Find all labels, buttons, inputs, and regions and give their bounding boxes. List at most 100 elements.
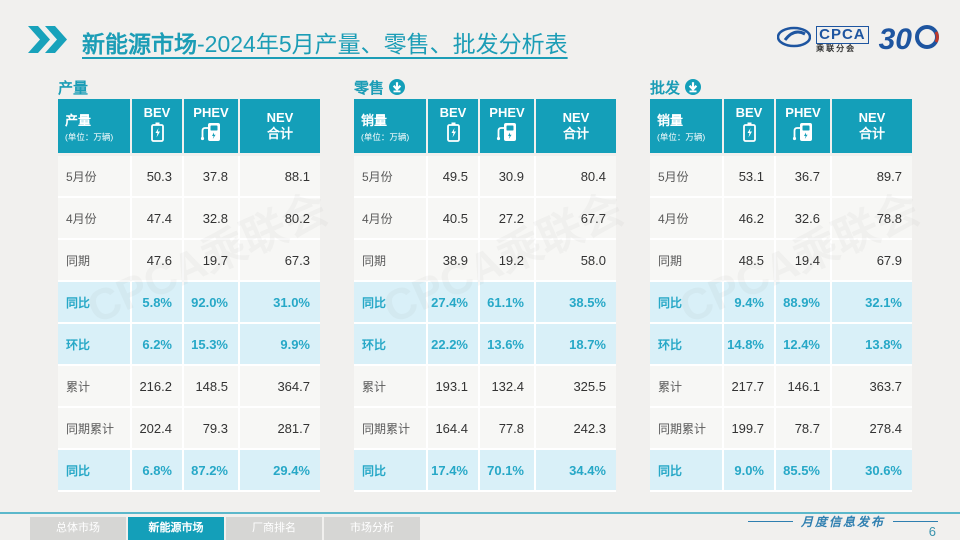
row-label: 4月份 [58, 198, 132, 240]
cell-value: 92.0% [184, 282, 240, 324]
table-row: 5月份 49.5 30.9 80.4 [354, 156, 616, 198]
cell-value: 12.4% [776, 324, 832, 366]
slide-header: 新能源市场-2024年5月产量、零售、批发分析表 [28, 20, 780, 64]
cell-value: 58.0 [536, 240, 616, 282]
cell-value: 27.2 [480, 198, 536, 240]
battery-icon [150, 122, 164, 147]
tab-总体市场[interactable]: 总体市场 [30, 517, 126, 540]
cell-value: 40.5 [428, 198, 480, 240]
corner-label: 产量 [65, 112, 92, 128]
col-header-nev: NEV 合计 [536, 99, 616, 156]
cell-value: 80.4 [536, 156, 616, 198]
row-label: 5月份 [354, 156, 428, 198]
charger-icon [200, 122, 222, 147]
bottom-tab-bar: 总体市场 新能源市场 厂商排名 市场分析 [30, 517, 420, 540]
table-row: 同比 9.4% 88.9% 32.1% [650, 282, 912, 324]
charger-icon [496, 122, 518, 147]
cell-value: 9.4% [724, 282, 776, 324]
cell-value: 22.2% [428, 324, 480, 366]
dash-left [748, 521, 793, 522]
cell-value: 9.9% [240, 324, 320, 366]
page-title: 新能源市场-2024年5月产量、零售、批发分析表 [82, 25, 568, 59]
cell-value: 37.8 [184, 156, 240, 198]
col-header-bev: BEV [132, 99, 184, 156]
col-phev-label: PHEV [193, 105, 229, 120]
col-nev-label: NEV 合计 [562, 109, 590, 141]
download-arrow-icon [389, 79, 406, 95]
corner-label: 销量 [361, 112, 388, 128]
cell-value: 281.7 [240, 408, 320, 450]
cell-value: 14.8% [724, 324, 776, 366]
cell-value: 36.7 [776, 156, 832, 198]
cell-value: 70.1% [480, 450, 536, 492]
cell-value: 89.7 [832, 156, 912, 198]
row-label: 同期 [58, 240, 132, 282]
table-row: 环比 22.2% 13.6% 18.7% [354, 324, 616, 366]
cell-value: 88.1 [240, 156, 320, 198]
page-title-rest: -2024年5月产量、零售、批发分析表 [197, 31, 568, 57]
table-row: 4月份 46.2 32.6 78.8 [650, 198, 912, 240]
table-row: 同比 9.0% 85.5% 30.6% [650, 450, 912, 492]
cell-value: 6.8% [132, 450, 184, 492]
table-panel: CPCA乘联会 产量 产量 (单位：万辆) [58, 76, 335, 492]
row-label: 累计 [650, 366, 724, 408]
tab-新能源市场[interactable]: 新能源市场 [128, 517, 224, 540]
row-label: 4月份 [354, 198, 428, 240]
cell-value: 77.8 [480, 408, 536, 450]
cell-value: 132.4 [480, 366, 536, 408]
dash-right [893, 521, 939, 522]
data-table: 产量 (单位：万辆) BEV [58, 99, 320, 492]
corner-header-cell: 销量 (单位：万辆) [354, 99, 428, 156]
col-header-phev: PHEV [480, 99, 536, 156]
cell-value: 31.0% [240, 282, 320, 324]
cpca-logo: CPCA 乘联分会 [776, 25, 869, 53]
table-row: 环比 14.8% 12.4% 13.8% [650, 324, 912, 366]
cell-value: 216.2 [132, 366, 184, 408]
col-header-nev: NEV 合计 [832, 99, 912, 156]
charger-icon [792, 122, 814, 147]
cell-value: 6.2% [132, 324, 184, 366]
cell-value: 13.6% [480, 324, 536, 366]
row-label: 环比 [58, 324, 132, 366]
col-phev-label: PHEV [785, 105, 821, 120]
cell-value: 48.5 [724, 240, 776, 282]
col-header-bev: BEV [724, 99, 776, 156]
col-header-nev: NEV 合计 [240, 99, 320, 156]
corner-label: 销量 [657, 112, 684, 128]
double-chevron-icon [28, 26, 72, 58]
row-label: 同比 [58, 282, 132, 324]
table-row: 4月份 40.5 27.2 67.7 [354, 198, 616, 240]
cell-value: 80.2 [240, 198, 320, 240]
page-number: 6 [928, 524, 936, 539]
table-row: 同期累计 164.4 77.8 242.3 [354, 408, 616, 450]
cell-value: 202.4 [132, 408, 184, 450]
cell-value: 34.4% [536, 450, 616, 492]
table-row: 累计 216.2 148.5 364.7 [58, 366, 320, 408]
col-bev-label: BEV [439, 105, 467, 120]
tab-厂商排名[interactable]: 厂商排名 [226, 517, 322, 540]
cell-value: 29.4% [240, 450, 320, 492]
table-row: 同比 5.8% 92.0% 31.0% [58, 282, 320, 324]
cell-value: 47.6 [132, 240, 184, 282]
cell-value: 217.7 [724, 366, 776, 408]
cell-value: 79.3 [184, 408, 240, 450]
cell-value: 49.5 [428, 156, 480, 198]
table-row: 同期累计 199.7 78.7 278.4 [650, 408, 912, 450]
col-phev-label: PHEV [489, 105, 525, 120]
cell-value: 85.5% [776, 450, 832, 492]
tables-region: CPCA乘联会 产量 产量 (单位：万辆) [58, 76, 927, 492]
tab-市场分析[interactable]: 市场分析 [324, 517, 420, 540]
table-row: 4月份 47.4 32.8 80.2 [58, 198, 320, 240]
cell-value: 30.6% [832, 450, 912, 492]
cell-value: 30.9 [480, 156, 536, 198]
footer-divider-line [0, 512, 960, 514]
row-label: 环比 [650, 324, 724, 366]
cell-value: 47.4 [132, 198, 184, 240]
corner-unit: (单位：万辆) [361, 131, 410, 142]
row-label: 同期 [354, 240, 428, 282]
row-label: 5月份 [650, 156, 724, 198]
section-title: 产量 [58, 79, 89, 97]
cell-value: 9.0% [724, 450, 776, 492]
corner-header-cell: 销量 (单位：万辆) [650, 99, 724, 156]
table-body: 5月份 49.5 30.9 80.4 4月份 40.5 27.2 67.7 同期 38.9 19.2… [354, 156, 616, 492]
